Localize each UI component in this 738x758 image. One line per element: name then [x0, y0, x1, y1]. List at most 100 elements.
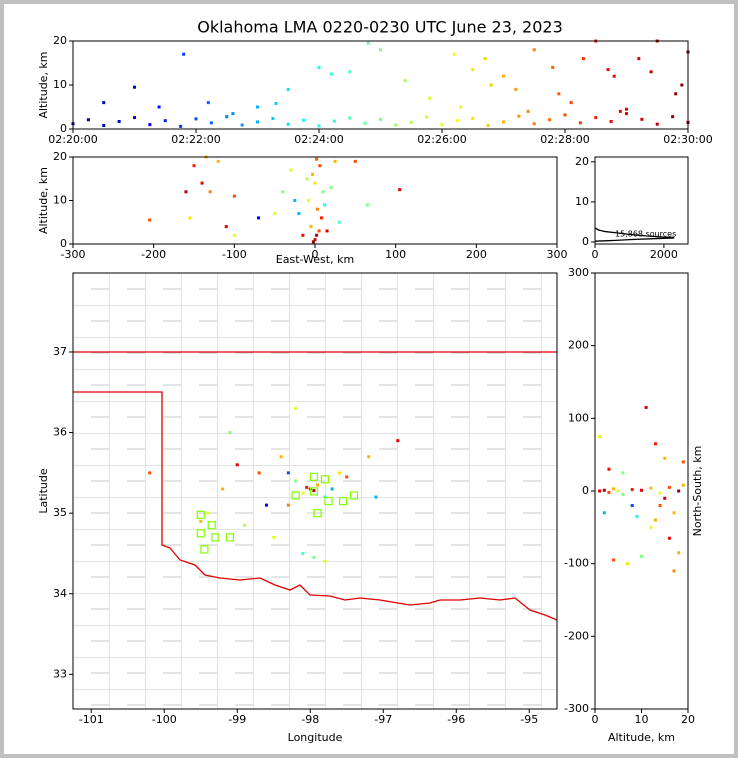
- plot-frame: [594, 156, 689, 245]
- source: [598, 435, 602, 438]
- source: [644, 405, 648, 409]
- source: [117, 120, 121, 124]
- source: [192, 164, 196, 168]
- source: [621, 471, 625, 475]
- source: [301, 551, 305, 555]
- source: [323, 203, 327, 207]
- source: [626, 562, 630, 566]
- source: [286, 471, 290, 475]
- x-tick-label: -101: [79, 713, 104, 726]
- y-tick-label: 20: [53, 150, 67, 163]
- source: [681, 483, 685, 487]
- source: [199, 519, 203, 523]
- source: [133, 85, 136, 89]
- source: [365, 203, 369, 207]
- source: [286, 503, 290, 507]
- source: [367, 455, 371, 459]
- source: [649, 486, 653, 490]
- source: [616, 489, 620, 493]
- x-tick-label: -99: [228, 713, 246, 726]
- source: [658, 504, 662, 508]
- x-tick-label: -97: [374, 713, 392, 726]
- source: [425, 115, 429, 119]
- station: [200, 545, 209, 554]
- source: [514, 87, 518, 91]
- annotation: 15,868 sources: [615, 230, 676, 239]
- source: [301, 491, 305, 495]
- source: [640, 488, 643, 492]
- source: [471, 68, 475, 72]
- source: [317, 229, 321, 233]
- source: [148, 123, 152, 127]
- source: [333, 159, 337, 163]
- source: [221, 487, 225, 491]
- x-tick-label: 02:22:00: [171, 133, 220, 146]
- source: [609, 120, 613, 124]
- source: [674, 92, 678, 96]
- source: [200, 181, 204, 185]
- y-tick-label: 10: [53, 194, 67, 207]
- source: [681, 460, 685, 464]
- source: [348, 116, 352, 120]
- source: [458, 105, 462, 109]
- chart-title: Oklahoma LMA 0220-0230 UTC June 23, 2023: [197, 18, 563, 37]
- source: [332, 119, 336, 123]
- source: [317, 65, 321, 69]
- source: [379, 117, 382, 121]
- source: [653, 442, 657, 446]
- source: [194, 117, 198, 121]
- source: [301, 233, 305, 237]
- source: [102, 101, 106, 105]
- source: [231, 112, 235, 116]
- source: [133, 116, 136, 120]
- source: [532, 48, 536, 52]
- source: [667, 485, 671, 489]
- source: [348, 70, 352, 74]
- source: [317, 124, 321, 128]
- source: [455, 119, 459, 123]
- source: [563, 113, 567, 117]
- source: [649, 525, 653, 529]
- y-tick-label: -100: [564, 557, 589, 570]
- x-tick-label: 0: [592, 248, 599, 261]
- count-line: [594, 227, 675, 239]
- source: [672, 511, 676, 515]
- plot-frame: [72, 156, 558, 245]
- x-tick-label: -96: [447, 713, 465, 726]
- source: [216, 159, 220, 163]
- station: [225, 533, 235, 542]
- x-tick-label: 0: [592, 713, 599, 726]
- source: [184, 190, 188, 194]
- y-axis-label: Altitude, km: [37, 167, 50, 234]
- x-tick-label: 02:20:00: [48, 133, 97, 146]
- source: [607, 490, 611, 494]
- source: [517, 114, 521, 118]
- source: [312, 489, 316, 493]
- x-tick-label: -100: [152, 713, 177, 726]
- station: [313, 509, 322, 518]
- source: [672, 569, 676, 573]
- source: [279, 455, 283, 459]
- source: [313, 238, 317, 242]
- source: [315, 157, 319, 161]
- source: [625, 107, 628, 111]
- y-tick-label: 10: [575, 195, 589, 208]
- source: [293, 199, 297, 202]
- source: [315, 207, 319, 211]
- y-axis-label: Altitude, km: [37, 51, 50, 118]
- source: [243, 523, 247, 527]
- station: [320, 475, 329, 484]
- station: [196, 529, 205, 538]
- source: [440, 123, 444, 127]
- source: [602, 488, 606, 492]
- source: [374, 495, 378, 499]
- source: [655, 122, 659, 126]
- y-tick-label: 300: [568, 266, 589, 279]
- source: [612, 74, 616, 78]
- source: [618, 109, 622, 113]
- source: [366, 41, 370, 45]
- source: [649, 70, 653, 74]
- source: [640, 554, 643, 558]
- source: [394, 123, 398, 127]
